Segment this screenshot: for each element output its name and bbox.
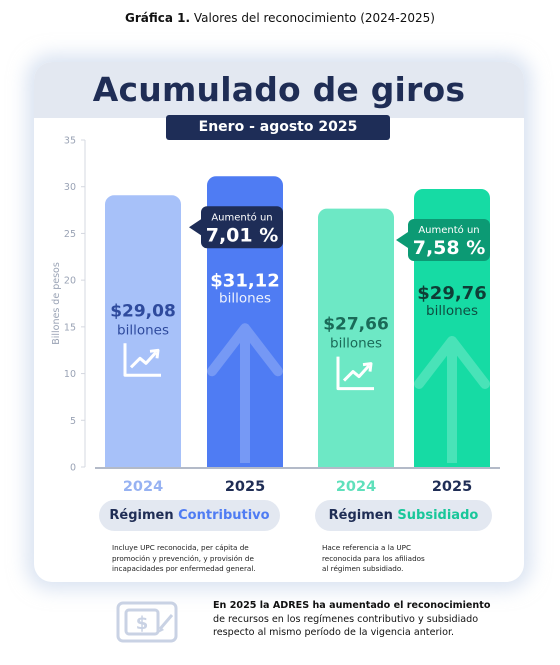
card-header (34, 62, 524, 118)
callout-percent: 7,01 % (206, 224, 279, 246)
up-arrow-icon (207, 323, 283, 463)
y-tick-label: 5 (70, 416, 76, 427)
icon-axes (123, 343, 161, 377)
y-tick-label: 30 (64, 182, 76, 193)
main-title: Acumulado de giros (92, 70, 466, 109)
icon-trend-line (342, 364, 371, 382)
y-tick-label: 20 (64, 276, 76, 287)
bar-unit-label: billones (426, 303, 478, 319)
y-tick-label: 0 (70, 463, 76, 474)
bar-base (318, 457, 394, 467)
bar-base (207, 457, 283, 467)
callout-text: Aumentó un (418, 224, 479, 236)
increase-callout (408, 218, 490, 261)
callout-pointer (189, 219, 201, 236)
callout-pointer (396, 231, 408, 248)
y-tick-label: 10 (64, 369, 76, 380)
up-arrow-icon (414, 335, 490, 463)
group-label-accent: Contributivo (178, 508, 270, 523)
x-category-label: 2025 (432, 479, 472, 495)
trend-chart-icon (123, 343, 161, 377)
bar-value-label: $29,08 (110, 301, 176, 321)
arrow-head (414, 335, 490, 389)
bar-unit-label: billones (117, 322, 169, 338)
note-subsidiado: Hace referencia a la UPC reconocida para… (322, 543, 425, 573)
callout-text: Aumentó un (211, 211, 272, 223)
increase-callout (201, 206, 283, 249)
bar-value-label: $31,12 (210, 270, 279, 291)
bar-base (105, 457, 181, 467)
bar-value-label: $27,66 (323, 315, 389, 335)
group-label-prefix: Régimen (328, 508, 393, 523)
caption-text: Valores del reconocimiento (2024-2025) (193, 11, 435, 25)
group-label-prefix: Régimen (109, 508, 174, 523)
group-label-subsidiado: Régimen Subsidiado (315, 500, 492, 531)
svg-text:$: $ (136, 613, 149, 634)
trend-chart-icon (336, 356, 374, 391)
bar (105, 195, 181, 468)
x-category-label: 2024 (336, 479, 376, 495)
note-contributivo: Incluye UPC reconocida, per cápita de pr… (112, 543, 256, 573)
bar-unit-label: billones (219, 290, 271, 306)
arrow-head (207, 323, 283, 377)
footer-text: En 2025 la ADRES ha aumentado el reconoc… (213, 600, 491, 638)
bar (207, 176, 283, 467)
figure-caption: Gráfica 1. Valores del reconocimiento (2… (0, 11, 560, 25)
x-category-label: 2025 (225, 479, 265, 495)
y-axis-label: Billones de pesos (51, 262, 62, 345)
money-transfer-icon: $ (116, 601, 178, 643)
callout-percent: 7,58 % (413, 237, 486, 259)
icon-axes (336, 356, 374, 391)
y-tick-label: 35 (64, 136, 76, 147)
bar-unit-label: billones (330, 336, 382, 352)
icon-trend-arrow (149, 348, 160, 359)
bar-base (414, 457, 490, 467)
x-category-label: 2024 (123, 479, 163, 495)
bar-value-label: $29,76 (417, 283, 486, 304)
bar (318, 208, 394, 467)
icon-trend-line (129, 351, 158, 369)
caption-bold: Gráfica 1. (125, 11, 191, 25)
y-tick-label: 15 (64, 322, 76, 333)
group-label-accent: Subsidiado (397, 508, 479, 523)
y-tick-label: 25 (64, 229, 76, 240)
group-label-contributivo: Régimen Contributivo (99, 500, 280, 531)
period-badge: Enero - agosto 2025 (166, 115, 390, 140)
icon-trend-arrow (362, 362, 373, 372)
